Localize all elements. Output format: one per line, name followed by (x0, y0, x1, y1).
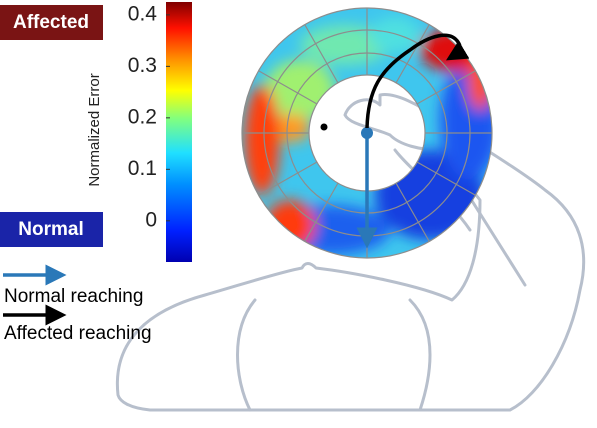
affected-trajectory (365, 33, 470, 129)
normal-badge (0, 212, 103, 247)
target-dot (320, 123, 328, 131)
legend-affected-text: Affected reaching (4, 323, 152, 344)
colorbar: Normalized Error 0 0.1 0.2 0.3 0.4 (86, 2, 192, 262)
affected-label: Affected (13, 12, 89, 33)
affected-badge (0, 5, 103, 40)
colorbar-scale (166, 2, 192, 262)
colorbar-tick-label: 0.1 (128, 157, 157, 180)
start-point (361, 127, 373, 139)
colorbar-tick-label: 0.2 (128, 105, 157, 128)
legend-normal-text: Normal reaching (4, 286, 143, 307)
colorbar-tick-label: 0.3 (128, 54, 157, 77)
colorbar-tick-label: 0 (145, 208, 157, 231)
colorbar-tick-label: 0.4 (128, 2, 158, 25)
colorbar-label: Normalized Error (86, 73, 103, 186)
normal-label: Normal (18, 219, 83, 240)
